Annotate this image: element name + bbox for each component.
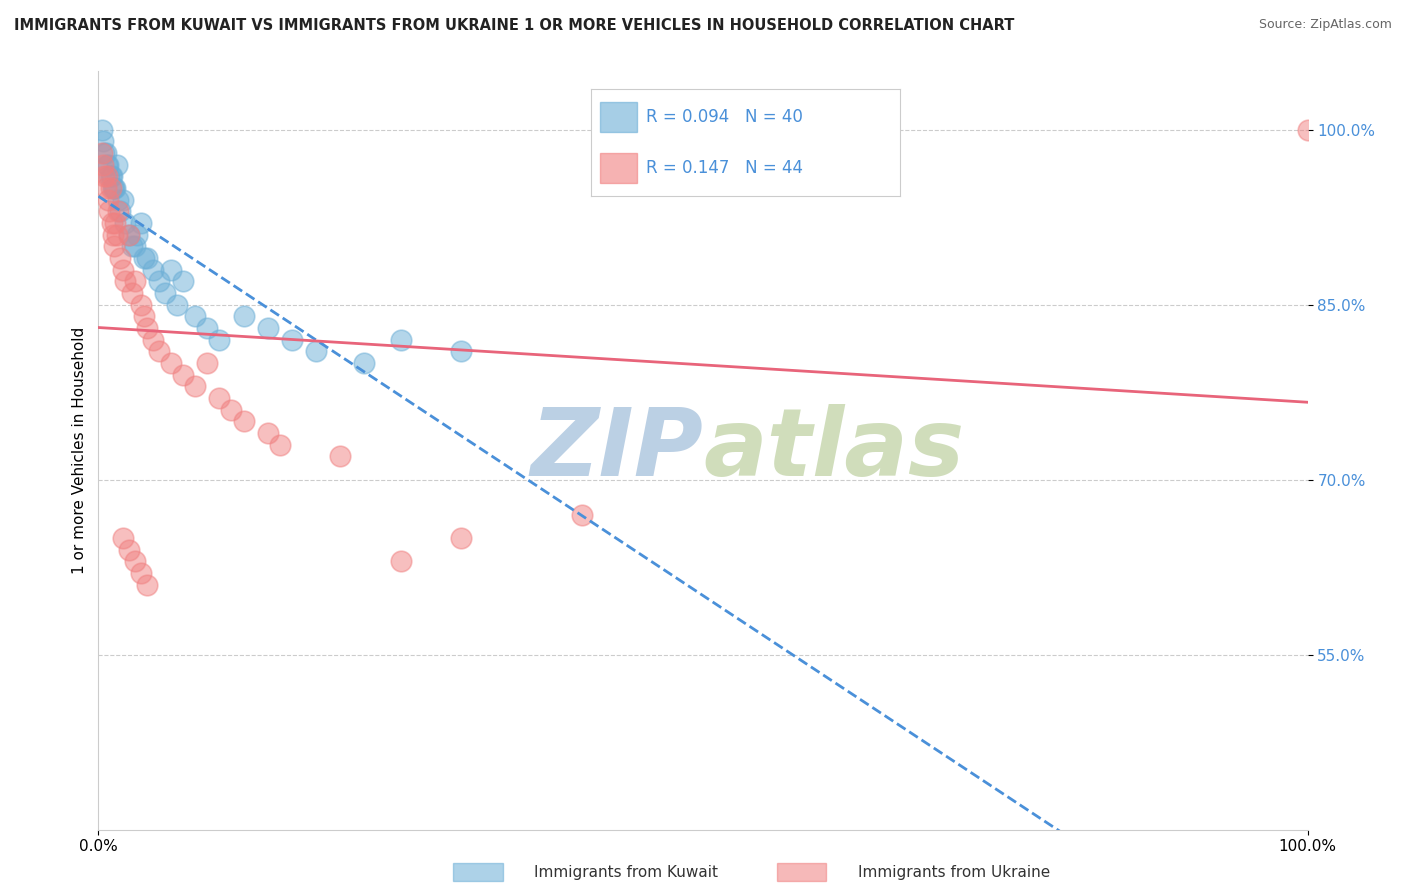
Bar (600, 153, 637, 184)
Point (107, 204, 129, 219)
Bar (600, 102, 637, 132)
Point (389, 333, 412, 347)
Point (153, 285, 176, 300)
Point (571, 508, 593, 522)
Point (221, 402, 243, 417)
Point (94, 181, 117, 195)
Point (134, 251, 156, 265)
Bar (778, 863, 827, 881)
Point (208, 333, 231, 347)
Point (195, 321, 218, 335)
Point (111, 262, 134, 277)
Point (148, 344, 170, 359)
Point (108, 204, 131, 219)
Point (142, 262, 165, 277)
Point (118, 542, 141, 557)
Point (208, 391, 231, 405)
Point (94, 146, 117, 161)
Point (100, 169, 122, 184)
Point (129, 216, 152, 230)
Point (103, 181, 125, 195)
Point (127, 227, 149, 242)
Point (124, 274, 146, 288)
Point (129, 298, 152, 312)
Point (114, 216, 136, 230)
Point (256, 321, 278, 335)
Text: Immigrants from Kuwait: Immigrants from Kuwait (534, 865, 718, 880)
Point (114, 274, 136, 288)
Text: IMMIGRANTS FROM KUWAIT VS IMMIGRANTS FROM UKRAINE 1 OR MORE VEHICLES IN HOUSEHOL: IMMIGRANTS FROM KUWAIT VS IMMIGRANTS FRO… (14, 18, 1015, 33)
Point (389, 554, 412, 568)
Point (118, 227, 141, 242)
Point (121, 239, 143, 253)
Point (353, 356, 375, 370)
Point (96, 158, 118, 172)
Point (148, 274, 170, 288)
Text: Source: ZipAtlas.com: Source: ZipAtlas.com (1258, 18, 1392, 31)
Point (101, 227, 124, 242)
Point (450, 531, 472, 545)
Point (91, 122, 114, 136)
Text: ZIP: ZIP (530, 404, 703, 497)
Point (172, 274, 194, 288)
Point (195, 356, 218, 370)
Point (111, 193, 134, 207)
Point (91, 146, 114, 161)
Point (98, 204, 121, 219)
Point (93, 169, 115, 184)
Y-axis label: 1 or more Vehicles in Household: 1 or more Vehicles in Household (72, 326, 87, 574)
Point (98, 169, 121, 184)
Point (124, 239, 146, 253)
Point (129, 566, 152, 580)
Point (93, 146, 115, 161)
Point (134, 310, 156, 324)
Text: Immigrants from Ukraine: Immigrants from Ukraine (858, 865, 1050, 880)
Point (111, 531, 134, 545)
Point (100, 169, 122, 184)
Point (121, 285, 143, 300)
Point (166, 298, 188, 312)
Point (135, 321, 157, 335)
Point (124, 554, 146, 568)
Point (105, 158, 128, 172)
Point (100, 216, 122, 230)
Point (160, 262, 183, 277)
Point (269, 437, 291, 451)
Point (135, 577, 157, 591)
Point (172, 368, 194, 382)
Point (160, 356, 183, 370)
Point (135, 251, 157, 265)
Point (101, 181, 124, 195)
Point (105, 227, 128, 242)
Point (100, 181, 122, 195)
Point (142, 333, 165, 347)
Bar (453, 863, 503, 881)
Point (281, 333, 304, 347)
Point (103, 239, 125, 253)
Point (232, 414, 254, 428)
Point (96, 169, 118, 184)
Point (256, 425, 278, 440)
Point (118, 227, 141, 242)
Point (305, 344, 328, 359)
Text: atlas: atlas (703, 404, 965, 497)
Point (1296, 122, 1319, 136)
Point (184, 310, 207, 324)
Point (329, 450, 352, 464)
Point (91, 158, 114, 172)
Text: R = 0.094   N = 40: R = 0.094 N = 40 (647, 108, 803, 126)
Point (97, 158, 120, 172)
Point (108, 251, 131, 265)
Point (104, 181, 127, 195)
Point (104, 216, 127, 230)
Point (91, 134, 114, 148)
Point (232, 310, 254, 324)
Point (450, 344, 472, 359)
Text: R = 0.147   N = 44: R = 0.147 N = 44 (647, 160, 803, 178)
Point (97, 193, 120, 207)
Point (107, 193, 129, 207)
Point (184, 379, 207, 393)
